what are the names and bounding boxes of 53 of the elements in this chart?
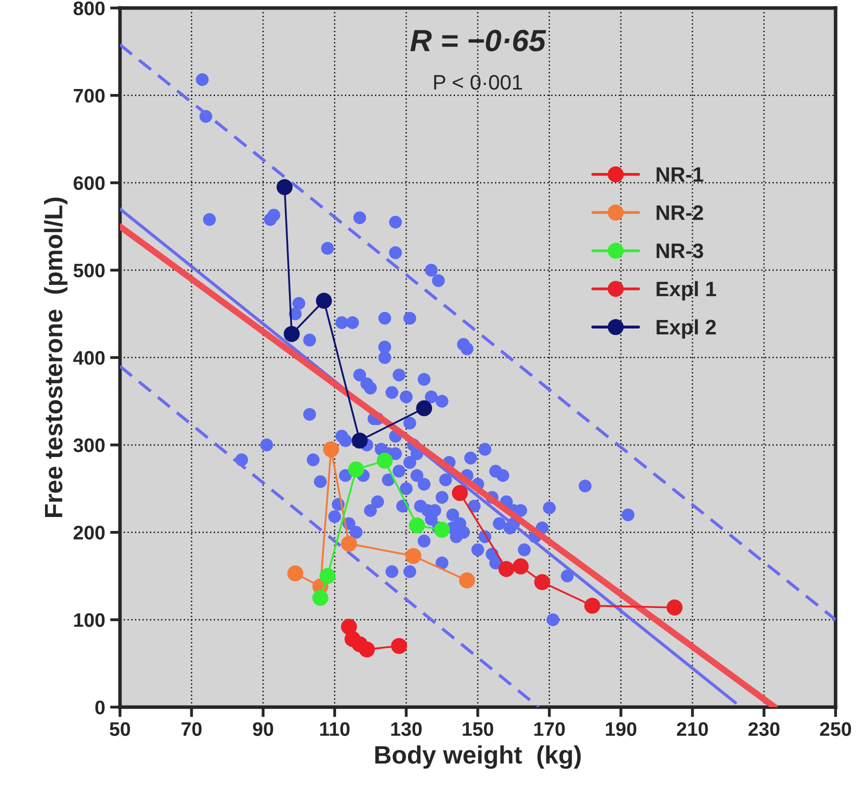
x-tick-label: 50: [110, 722, 130, 736]
y-tick-label: 800: [74, 1, 105, 16]
y-tick-label: 100: [74, 613, 105, 627]
y-tick-label: 300: [73, 438, 105, 452]
point: [284, 326, 300, 342]
y-tick-label: 500: [74, 264, 105, 278]
point: [312, 590, 328, 606]
point: [408, 517, 425, 534]
annotation: R = −0·65: [410, 30, 546, 52]
annotation: P < 0·001: [434, 74, 522, 90]
x-tick-label: 130: [391, 722, 422, 736]
point: [434, 522, 450, 538]
point: [340, 536, 357, 552]
x-tick-label: 90: [252, 722, 274, 736]
point: [348, 461, 364, 478]
point: [416, 400, 432, 416]
point: [376, 452, 393, 469]
legend-label: NR-2: [656, 205, 704, 220]
point: [405, 548, 422, 564]
y-axis-title: Free testosterone (pmol/L): [44, 198, 68, 517]
x-tick-label: 150: [462, 722, 494, 736]
legend-label: NR-3: [656, 243, 704, 258]
y-tick-label: 200: [74, 526, 105, 540]
point: [358, 641, 375, 658]
x-tick-label: 70: [182, 722, 202, 736]
point: [584, 598, 600, 614]
point: [459, 572, 476, 588]
x-tick-label: 210: [676, 722, 708, 736]
point: [391, 638, 408, 654]
legend-label: Expl 2: [656, 319, 716, 339]
point: [534, 574, 550, 590]
x-tick-label: 170: [534, 722, 565, 736]
legend-label: Expl 1: [656, 281, 716, 300]
point: [323, 441, 340, 458]
point: [452, 485, 468, 501]
point: [352, 432, 368, 449]
point: [666, 600, 683, 616]
point: [316, 292, 332, 309]
point: [276, 179, 293, 196]
point: [320, 568, 336, 584]
x-tick-label: 250: [820, 722, 851, 736]
x-tick-label: 110: [320, 722, 350, 736]
y-tick-label: 0: [95, 700, 105, 714]
point: [287, 565, 304, 582]
point: [512, 558, 529, 574]
point: [498, 561, 514, 578]
y-tick-label: 400: [73, 351, 105, 365]
y-tick-label: 700: [74, 88, 105, 103]
x-tick-label: 230: [748, 722, 780, 736]
legend-label: NR-1: [656, 167, 704, 182]
y-tick-label: 600: [74, 176, 105, 190]
x-tick-label: 190: [606, 722, 636, 736]
x-axis-title: Body weight (kg): [375, 745, 581, 769]
